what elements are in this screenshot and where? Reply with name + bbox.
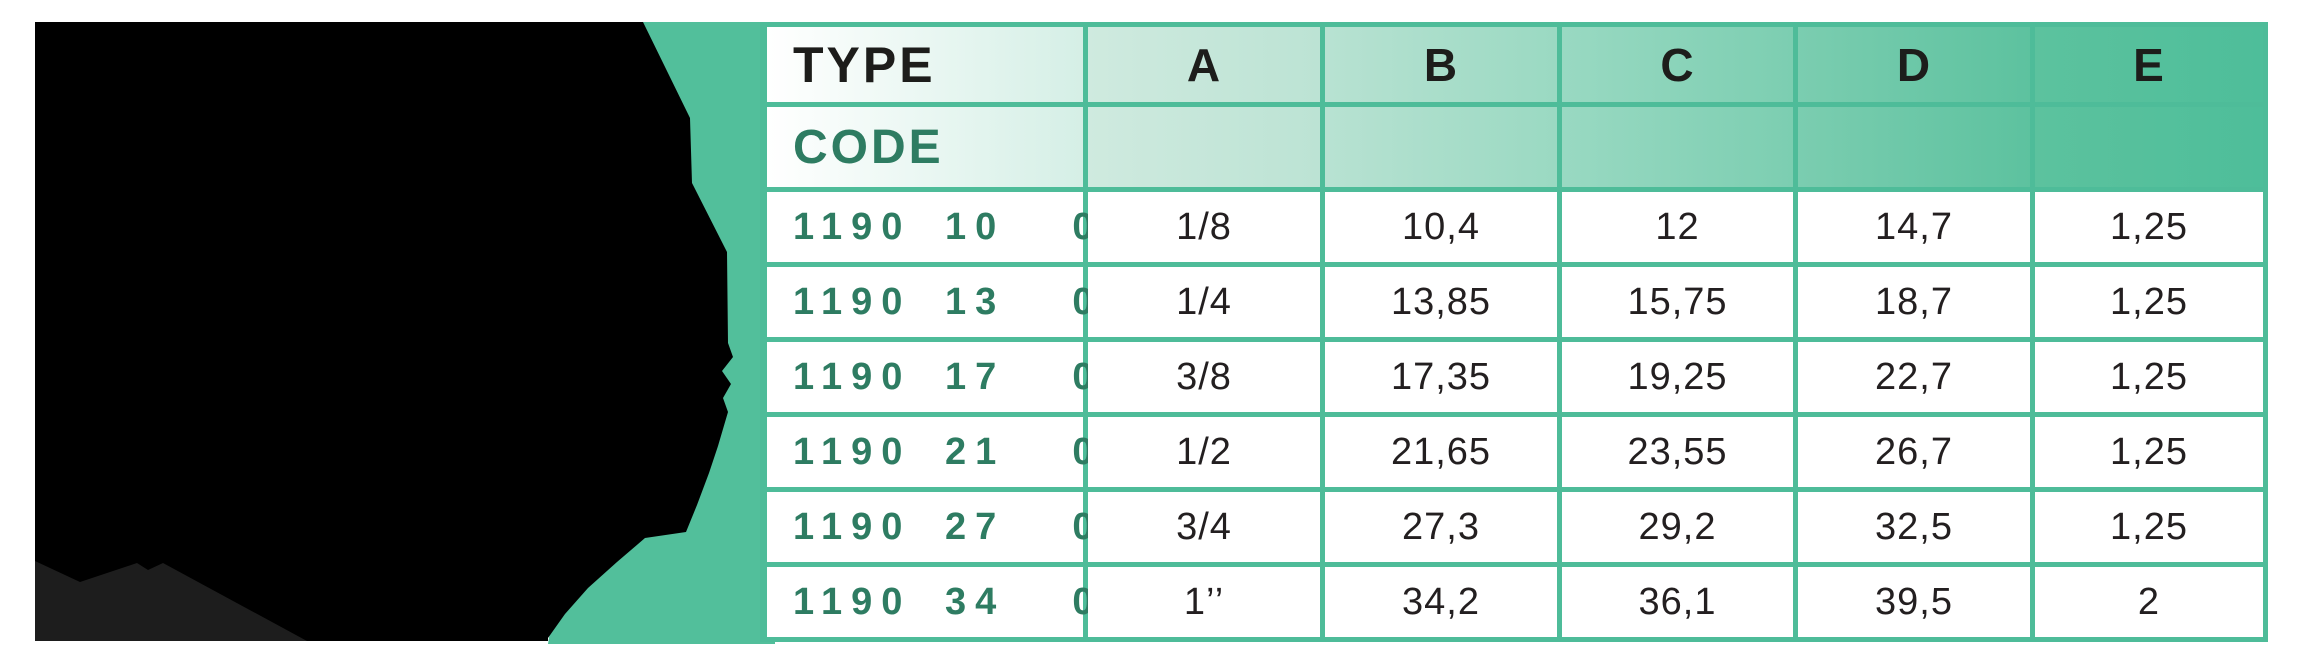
- cell-c: 36,1: [1562, 567, 1793, 637]
- code-value: 1190 13 00: [793, 280, 1133, 323]
- col-d-label: D: [1896, 38, 1932, 91]
- cell-a: 1/4: [1088, 267, 1320, 337]
- cell-e: 1,25: [2035, 342, 2263, 412]
- code-header-cell: CODE: [767, 107, 1083, 187]
- col-e-label: E: [2133, 38, 2165, 91]
- row-code: 1190 34 00: [767, 567, 1124, 637]
- cell-d: 39,5: [1798, 567, 2030, 637]
- code-row-empty-e: [2035, 107, 2263, 187]
- cell-b: 27,3: [1325, 492, 1557, 562]
- header-col-c: C: [1562, 27, 1793, 102]
- cell-a: 1’’: [1088, 567, 1320, 637]
- row-code: 1190 10 00: [767, 192, 1124, 262]
- cell-c: 12: [1562, 192, 1793, 262]
- code-value: 1190 17 00: [793, 355, 1133, 398]
- silhouette-shadow-wedge: [35, 561, 307, 641]
- cell-e: 1,25: [2035, 192, 2263, 262]
- code-value: 1190 21 00: [793, 430, 1133, 473]
- row-code: 1190 13 00: [767, 267, 1124, 337]
- cell-d: 22,7: [1798, 342, 2030, 412]
- cell-a: 3/8: [1088, 342, 1320, 412]
- cell-b: 17,35: [1325, 342, 1557, 412]
- cell-e: 1,25: [2035, 417, 2263, 487]
- cell-c: 29,2: [1562, 492, 1793, 562]
- cell-c: 15,75: [1562, 267, 1793, 337]
- type-label: TYPE: [793, 36, 936, 93]
- code-row-empty-b: [1325, 107, 1557, 187]
- code-row-empty-d: [1798, 107, 2030, 187]
- cell-d: 32,5: [1798, 492, 2030, 562]
- code-label: CODE: [793, 120, 944, 174]
- dimension-table: TYPE A B C D E CODE 1190 10 00 1/8 10: [760, 22, 2268, 642]
- code-row-empty-c: [1562, 107, 1793, 187]
- cell-b: 34,2: [1325, 567, 1557, 637]
- header-type-cell: TYPE: [767, 27, 1083, 102]
- product-photo-silhouette: [35, 22, 733, 641]
- cell-a: 3/4: [1088, 492, 1320, 562]
- row-code: 1190 27 00: [767, 492, 1124, 562]
- header-col-b: B: [1325, 27, 1557, 102]
- row-code: 1190 17 00: [767, 342, 1124, 412]
- col-a-label: A: [1186, 38, 1222, 91]
- code-value: 1190 10 00: [793, 205, 1133, 248]
- col-b-label: B: [1423, 38, 1459, 91]
- header-col-d: D: [1798, 27, 2030, 102]
- cell-a: 1/8: [1088, 192, 1320, 262]
- cell-c: 23,55: [1562, 417, 1793, 487]
- cell-a: 1/2: [1088, 417, 1320, 487]
- cell-e: 1,25: [2035, 492, 2263, 562]
- header-col-a: A: [1088, 27, 1320, 102]
- cell-b: 10,4: [1325, 192, 1557, 262]
- header-col-e: E: [2035, 27, 2263, 102]
- cell-e: 2: [2035, 567, 2263, 637]
- code-value: 1190 34 00: [793, 580, 1133, 623]
- code-row-empty-a: [1088, 107, 1320, 187]
- cell-d: 26,7: [1798, 417, 2030, 487]
- cell-b: 21,65: [1325, 417, 1557, 487]
- row-code: 1190 21 00: [767, 417, 1124, 487]
- cell-c: 19,25: [1562, 342, 1793, 412]
- cell-d: 18,7: [1798, 267, 2030, 337]
- cell-b: 13,85: [1325, 267, 1557, 337]
- col-c-label: C: [1660, 38, 1695, 91]
- cell-e: 1,25: [2035, 267, 2263, 337]
- cell-d: 14,7: [1798, 192, 2030, 262]
- code-value: 1190 27 00: [793, 505, 1133, 548]
